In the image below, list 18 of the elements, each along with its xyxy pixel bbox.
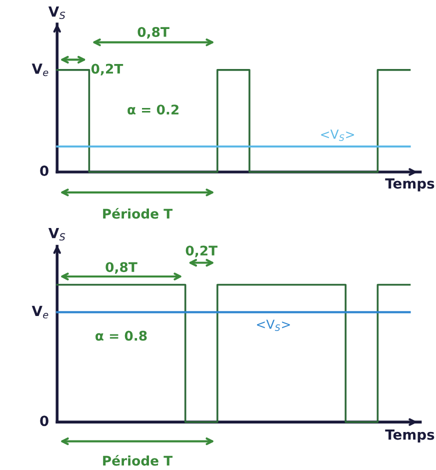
text: 0,8T <box>106 262 138 274</box>
text: V$_{e}$ <box>32 306 48 318</box>
text: V$_{e}$ <box>32 64 48 76</box>
annotation: α = 0.8 <box>96 330 147 341</box>
annotation: 0,2T <box>91 64 124 76</box>
text: Période T <box>103 208 173 219</box>
y-axis-title: V$_{S}$ <box>48 228 66 241</box>
y-axis-title: V$_{S}$ <box>48 6 66 20</box>
x-axis-title: Temps <box>385 430 434 443</box>
annotation: α = 0.2 <box>128 104 178 115</box>
series-label: <V$_{S}$> <box>321 130 354 141</box>
text: 0 <box>40 416 48 426</box>
text: 0,8T <box>138 27 170 39</box>
text: Période T <box>103 454 173 466</box>
x-axis-title: Temps <box>385 178 434 192</box>
text: 0,2T <box>186 246 218 258</box>
series-label: <V$_{S}$> <box>257 320 290 331</box>
text: 0 <box>40 166 48 176</box>
